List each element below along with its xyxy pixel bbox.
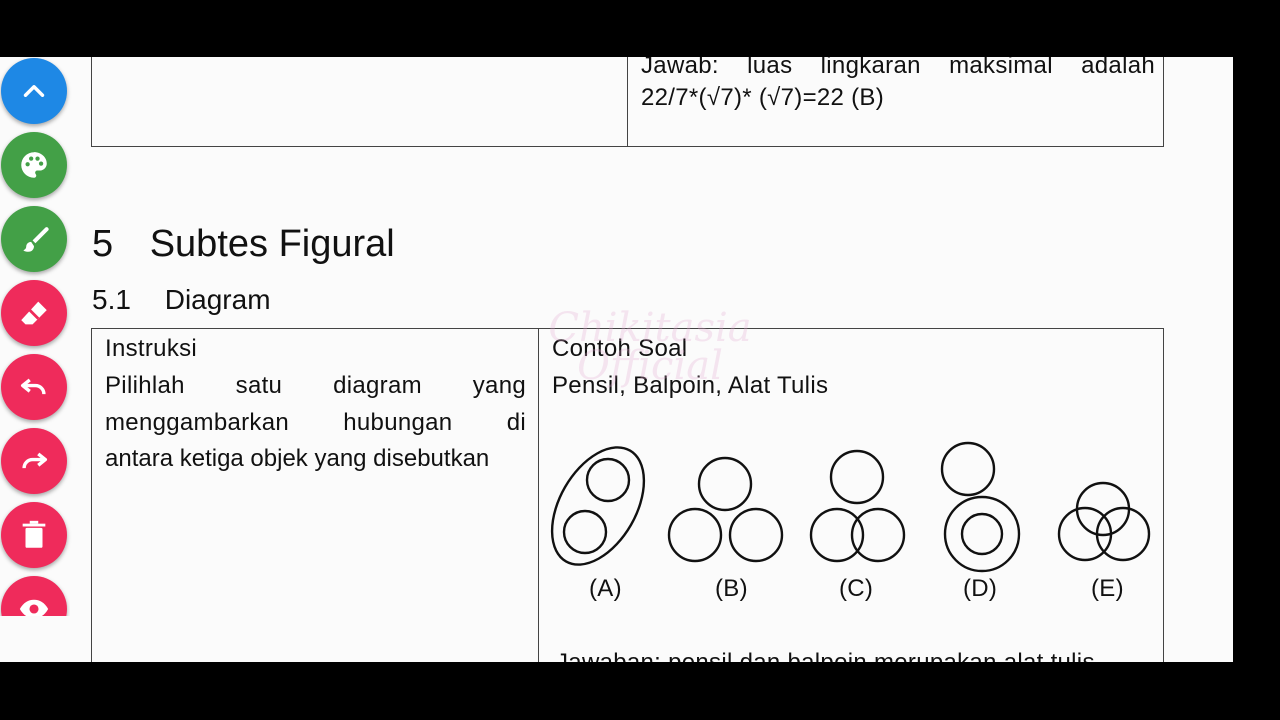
visibility-button-clip	[0, 574, 70, 616]
instruction-word: yang	[472, 372, 526, 399]
instruction-line-3: antara ketiga objek yang disebutkan	[105, 445, 490, 472]
answer-partial: Jawaban: pensil dan balpoin merupakan al…	[556, 645, 1166, 662]
diagram-c	[809, 449, 906, 563]
option-d-label: (D)	[963, 575, 998, 602]
answer-word: luas	[747, 57, 793, 79]
eraser-button[interactable]	[1, 280, 67, 346]
watermark-line-1: Chikitasia	[548, 305, 752, 351]
instruction-word: satu	[235, 372, 283, 399]
palette-icon	[21, 152, 47, 178]
eye-icon	[19, 599, 49, 616]
undo-icon	[20, 378, 46, 395]
redo-button[interactable]	[1, 428, 67, 494]
instruction-line-1: Pilihlah satu diagram yang	[105, 368, 526, 404]
instruction-word: Pilihlah	[105, 372, 185, 399]
subsection-number: 5.1	[92, 284, 131, 315]
instruction-line-2: menggambarkan hubungan di	[105, 405, 526, 441]
example-question: Pensil, Balpoin, Alat Tulis	[552, 372, 829, 399]
option-a-label: (A)	[589, 575, 622, 602]
document-page: Jawab: luas lingkaran maksimal adalah 22…	[0, 57, 1233, 662]
scroll-up-button[interactable]	[1, 58, 67, 124]
palette-button[interactable]	[1, 132, 67, 198]
top-table-divider	[627, 57, 628, 146]
instruction-word: hubungan	[343, 409, 453, 436]
top-table	[91, 57, 1164, 147]
option-e-label: (E)	[1091, 575, 1124, 602]
option-c-label: (C)	[839, 575, 874, 602]
redo-icon	[22, 452, 48, 469]
delete-button[interactable]	[1, 502, 67, 568]
answer-line-1: Jawab: luas lingkaran maksimal adalah	[641, 57, 1155, 84]
eraser-icon	[21, 301, 47, 325]
answer-line-2: 22/7*(√7)* (√7)=22 (B)	[641, 84, 885, 111]
diagram-b	[667, 456, 784, 563]
diagram-d	[940, 441, 1021, 573]
diagram-e	[1057, 481, 1151, 562]
undo-button[interactable]	[1, 354, 67, 420]
example-header: Contoh Soal	[552, 335, 688, 362]
trash-icon	[22, 520, 46, 548]
diagram-table	[91, 328, 1164, 662]
chevron-up-icon	[23, 85, 45, 97]
visibility-button[interactable]	[1, 576, 67, 616]
watermark: Chikitasia Official	[505, 305, 795, 389]
instruction-word: diagram	[333, 372, 422, 399]
section-heading: 5 Subtes Figural	[92, 221, 395, 267]
instruction-word: di	[506, 409, 526, 436]
venn-diagrams	[550, 441, 1151, 573]
brush-button[interactable]	[1, 206, 67, 272]
subsection-title: Diagram	[164, 284, 271, 315]
watermark-line-2: Official	[577, 343, 723, 389]
answer-word: maksimal	[949, 57, 1053, 79]
section-number: 5	[92, 223, 114, 265]
answer-word: adalah	[1081, 57, 1155, 79]
option-b-label: (B)	[715, 575, 748, 602]
answer-word: Jawab:	[641, 57, 719, 79]
section-title: Subtes Figural	[149, 223, 395, 265]
brush-icon	[23, 227, 49, 252]
instruction-word: menggambarkan	[105, 409, 290, 436]
instruction-header: Instruksi	[105, 335, 198, 362]
answer-word: lingkaran	[820, 57, 921, 79]
subsection-heading: 5.1 Diagram	[92, 283, 271, 317]
diagram-a	[550, 446, 646, 566]
diagram-table-divider	[538, 328, 539, 662]
